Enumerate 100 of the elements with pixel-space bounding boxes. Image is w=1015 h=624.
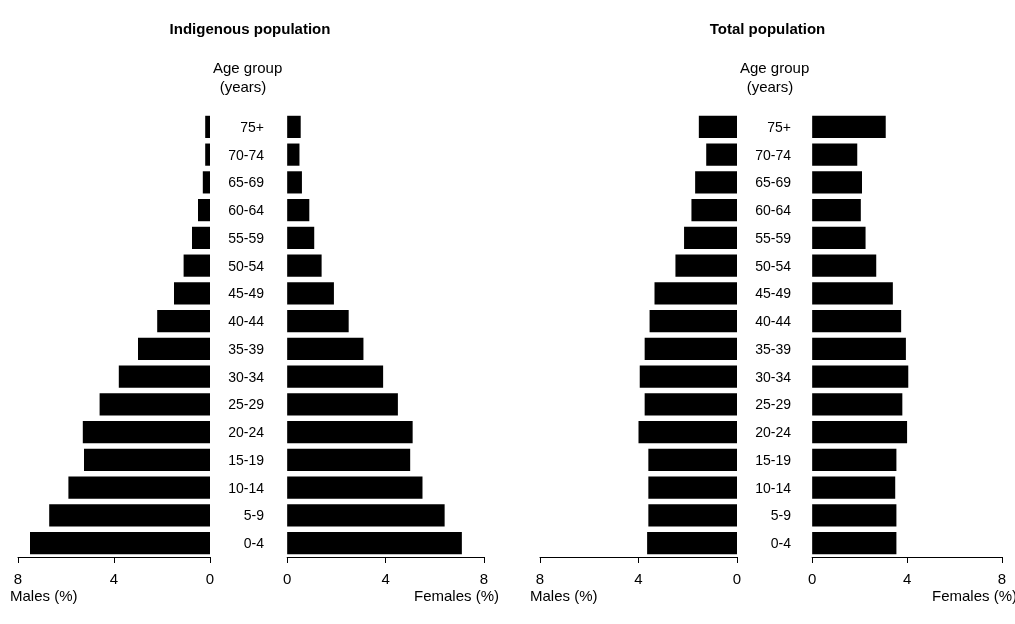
y-tick-label: 20-24 [755, 424, 792, 441]
bar [644, 393, 737, 416]
y-axis-title: Age group (years) [740, 58, 810, 96]
bar [30, 532, 210, 555]
bar [287, 199, 310, 222]
bar [287, 421, 413, 444]
bar [812, 171, 862, 194]
y-tick-label: 75+ [767, 118, 791, 135]
text: Total population [708, 20, 827, 37]
bar [287, 504, 445, 527]
x-tick-label: 8 [479, 570, 489, 587]
y-tick-label: 35-39 [228, 340, 265, 357]
bar [638, 421, 737, 444]
text: Indigenous population [168, 20, 332, 37]
y-tick-label: 50-54 [755, 257, 792, 274]
y-tick-label: 30-34 [228, 368, 265, 385]
bar [49, 504, 210, 527]
bar [205, 143, 210, 166]
bar [691, 199, 737, 222]
bar [695, 171, 737, 194]
bar [84, 448, 210, 471]
y-tick-label: 70-74 [755, 146, 792, 163]
x-tick-label: 8 [13, 570, 23, 587]
y-tick-label: 25-29 [228, 396, 265, 413]
bar [812, 476, 896, 499]
y-tick-label: 75+ [240, 118, 264, 135]
bar [138, 337, 210, 360]
y-tick-label: 65-69 [755, 174, 792, 191]
bar [287, 254, 322, 277]
bar [675, 254, 737, 277]
bar [706, 143, 737, 166]
bar [684, 226, 737, 249]
y-tick-label: 50-54 [228, 257, 265, 274]
bar [698, 115, 737, 138]
y-tick-label: 10-14 [755, 479, 792, 496]
x-tick-label: 8 [535, 570, 545, 587]
y-tick-label: 0-4 [770, 535, 792, 552]
bar [812, 532, 897, 555]
bar [654, 282, 737, 305]
bar [812, 282, 893, 305]
x-tick-label: 0 [205, 570, 215, 587]
bar [812, 115, 886, 138]
x-tick-label: 8 [997, 570, 1007, 587]
bar [639, 365, 737, 388]
bar [287, 310, 349, 333]
bar [812, 199, 861, 222]
y-tick-label: 70-74 [228, 146, 265, 163]
bar [812, 226, 866, 249]
y-tick-label: 60-64 [228, 202, 265, 219]
y-tick-label: 5-9 [770, 507, 792, 524]
x-axis-title: Males (%) [530, 587, 598, 604]
bar [192, 226, 210, 249]
bar [287, 115, 301, 138]
bar [649, 310, 737, 333]
y-axis-title: Age group (years) [213, 58, 283, 96]
bar [648, 504, 737, 527]
bar [287, 282, 334, 305]
y-tick-label: 25-29 [755, 396, 792, 413]
bar [812, 448, 897, 471]
bar [812, 310, 902, 333]
y-tick-label: 20-24 [228, 424, 265, 441]
y-tick-label: 35-39 [755, 340, 792, 357]
bar [812, 337, 906, 360]
bar [99, 393, 210, 416]
x-tick-label: 4 [381, 570, 390, 587]
bar [205, 115, 210, 138]
y-tick-label: 15-19 [228, 451, 265, 468]
y-tick-label: 45-49 [755, 285, 792, 302]
x-tick-label: 0 [808, 570, 817, 587]
x-axis-title: Females (%) [413, 587, 499, 604]
bar [287, 476, 423, 499]
bar [812, 393, 903, 416]
bar [118, 365, 210, 388]
bar [287, 226, 315, 249]
y-tick-label: 55-59 [755, 229, 792, 246]
y-tick-label: 15-19 [755, 451, 792, 468]
y-tick-label: 55-59 [228, 229, 265, 246]
bar [812, 143, 858, 166]
bar [287, 448, 411, 471]
bar [198, 199, 210, 222]
y-tick-label: 10-14 [228, 479, 265, 496]
bar [183, 254, 210, 277]
bar [287, 365, 384, 388]
bar [812, 504, 897, 527]
bar [647, 532, 737, 555]
bar [287, 171, 302, 194]
x-tick-label: 4 [109, 570, 119, 587]
bar [287, 337, 364, 360]
y-tick-label: 60-64 [755, 202, 792, 219]
bar [812, 365, 909, 388]
bar [68, 476, 210, 499]
bar [202, 171, 210, 194]
y-tick-label: 30-34 [755, 368, 792, 385]
bar [157, 310, 210, 333]
x-tick-label: 0 [732, 570, 742, 587]
bar [287, 393, 398, 416]
bar [644, 337, 737, 360]
bar [812, 421, 908, 444]
bar [287, 143, 300, 166]
bar [82, 421, 210, 444]
